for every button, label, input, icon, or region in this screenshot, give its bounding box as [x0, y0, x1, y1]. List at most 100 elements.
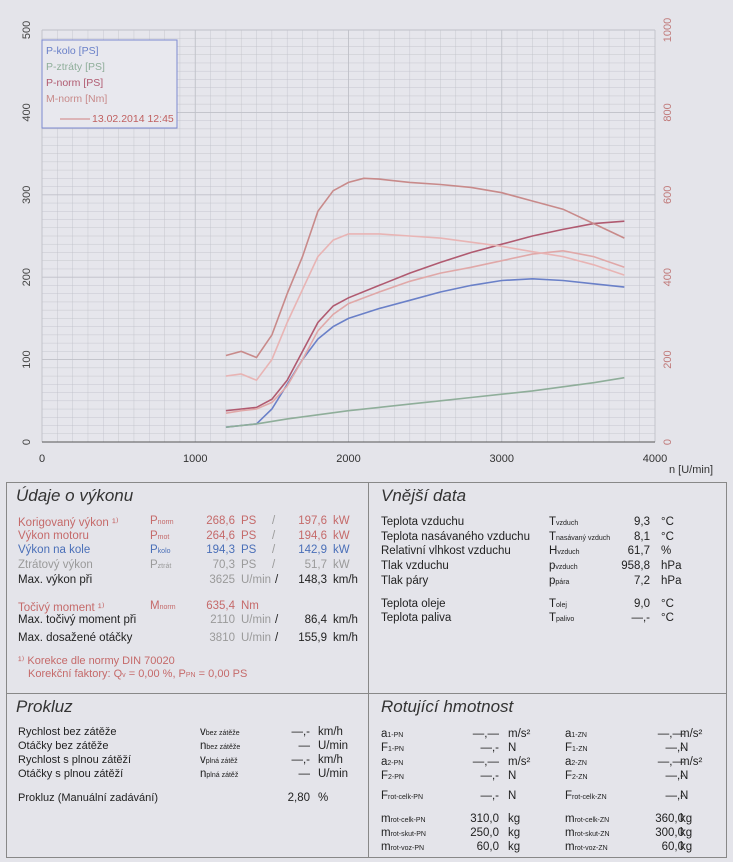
vnejsi-row-label: Teplota oleje	[381, 598, 446, 610]
symbol: vbez zátěže	[200, 726, 240, 738]
legend-box	[41, 39, 178, 129]
rot-unit: N	[680, 742, 689, 754]
vykon-value-ps: 264,6	[206, 529, 235, 542]
y-left-tick-label: 300	[21, 186, 33, 204]
symbol-main: p	[549, 560, 556, 572]
symbol-sub: 1-PN	[388, 746, 404, 753]
rot-unit: N	[680, 770, 689, 782]
rot-value: 60,0	[661, 841, 684, 853]
rot-value: —,-	[665, 790, 684, 802]
rot-unit: N	[508, 770, 517, 782]
vykon-max-speed-unit: km/h	[333, 574, 358, 586]
y-left-tick-label: 0	[21, 439, 33, 445]
symbol-main: a	[565, 756, 572, 768]
rot-unit: kg	[508, 841, 521, 853]
legend-entry: P-kolo [PS]	[46, 45, 99, 57]
series-line-4	[225, 249, 625, 414]
vykon-max-speed-unit: km/h	[333, 614, 358, 626]
rot-unit: N	[508, 742, 517, 754]
symbol-sub: plná zátěž	[206, 772, 239, 779]
symbol-main: P	[150, 558, 158, 571]
prokluz-manual-label: Prokluz (Manuální zadávání)	[18, 792, 159, 804]
symbol: F2-PN	[381, 770, 404, 782]
rot-value: —,-	[480, 742, 499, 754]
vykon-unit-ps: PS	[241, 515, 257, 527]
symbol: Frot-celk-PN	[381, 790, 423, 802]
slash: /	[272, 558, 276, 571]
symbol-sub: 2-ZN	[572, 774, 588, 781]
rot-value: 60,0	[476, 841, 499, 853]
symbol-sub: nasávaný vzduch	[556, 535, 611, 542]
x-tick-label: 4000	[643, 453, 667, 465]
symbol: Hvzduch	[549, 545, 580, 557]
x-tick-label: 2000	[336, 453, 360, 465]
factor-p-sub: PN	[185, 672, 196, 679]
symbol-main: p	[549, 575, 556, 587]
series-line-2	[225, 220, 625, 412]
symbol-main: m	[381, 827, 391, 839]
symbol-main: F	[381, 770, 389, 782]
rot-unit: m/s²	[680, 756, 703, 768]
legend-entry: P-ztráty [PS]	[46, 61, 105, 73]
rotujici-title: Rotující hmotnost	[381, 697, 514, 716]
symbol: pvzduch	[549, 560, 578, 572]
rot-value: —,—	[657, 728, 684, 740]
symbol-main: m	[565, 813, 575, 825]
vykon-title: Údaje o výkonu	[16, 486, 134, 505]
symbol-sub: ztrát	[157, 562, 172, 570]
prokluz-value: —	[298, 740, 311, 752]
symbol-main: F	[381, 742, 389, 754]
vykon-unit-kw: kW	[333, 515, 350, 527]
symbol-main: v	[200, 726, 206, 738]
vykon-max-speed-unit: km/h	[333, 632, 358, 644]
symbol-main: a	[381, 756, 388, 768]
slash: /	[272, 529, 276, 542]
x-tick-label: 1000	[183, 453, 207, 465]
rot-unit: m/s²	[680, 728, 703, 740]
series-line-5	[225, 233, 625, 382]
symbol-main: n	[200, 768, 207, 780]
slash: /	[272, 544, 276, 556]
y-left-tick-label: 100	[21, 350, 33, 368]
vnejsi-value: —,-	[631, 612, 650, 624]
vnejsi-unit: °C	[661, 531, 674, 543]
symbol: mrot-celk-ZN	[565, 813, 609, 825]
symbol-sub: vzduch	[555, 564, 578, 571]
vnejsi-row-label: Tlak vzduchu	[381, 560, 449, 572]
vykon-value-kw: 194,6	[298, 529, 327, 542]
factor-note: Korekční faktory: Qv = 0,00 %, PPN = 0,0…	[28, 668, 247, 680]
vykon-max-rpm-unit: U/min	[241, 574, 272, 586]
rot-unit: m/s²	[508, 728, 531, 740]
rot-value: 360,0	[655, 813, 684, 825]
symbol: Tnasávaný vzduch	[549, 531, 610, 543]
vykon-value-kw: 142,9	[298, 544, 327, 556]
symbol: ppára	[549, 575, 569, 587]
vykon-max-label: Max. točivý moment při	[18, 614, 137, 626]
symbol: Mnorm	[150, 600, 176, 612]
symbol-sub: plná zátěž	[205, 758, 238, 765]
prokluz-row-label: Otáčky s plnou zátěží	[18, 768, 124, 780]
vykon-max-speed: 86,4	[304, 614, 327, 626]
y-left-tick-label: 400	[21, 103, 33, 121]
symbol-main: T	[549, 612, 557, 624]
symbol: nplná zátěž	[200, 768, 238, 780]
symbol-sub: rot-voz-PN	[390, 845, 425, 852]
vykon-max-speed: 155,9	[298, 632, 327, 644]
factor-p: = 0,00 %, P	[125, 668, 186, 680]
symbol-sub: 2-PN	[387, 760, 404, 767]
rot-value: —,-	[480, 770, 499, 782]
data-frame	[6, 482, 727, 858]
vykon-value-kw: 197,6	[298, 515, 327, 527]
legend-entry: P-norm [PS]	[46, 77, 103, 89]
vnejsi-row-label: Tlak páry	[381, 575, 429, 587]
prokluz-unit: U/min	[318, 740, 349, 752]
symbol: a2-PN	[381, 756, 403, 768]
norm-note: ¹⁾ Korekce dle normy DIN 70020	[18, 655, 175, 667]
symbol-main: m	[381, 813, 391, 825]
rot-value: —,—	[472, 756, 499, 768]
symbol-sub: 1-ZN	[572, 746, 588, 753]
symbol: F1-PN	[381, 742, 404, 754]
symbol-sub: 1-PN	[387, 732, 404, 739]
vykon-unit-kw: kW	[333, 544, 350, 556]
